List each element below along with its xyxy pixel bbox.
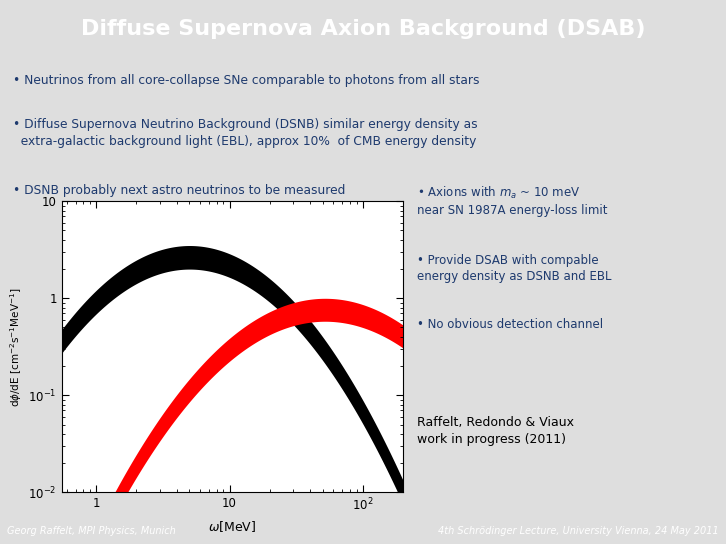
Text: • Axions with $m_a$ ~ 10 meV
near SN 1987A energy-loss limit: • Axions with $m_a$ ~ 10 meV near SN 198… — [417, 185, 608, 218]
Text: • No obvious detection channel: • No obvious detection channel — [417, 318, 603, 331]
Text: • Provide DSAB with compable
energy density as DSNB and EBL: • Provide DSAB with compable energy dens… — [417, 254, 612, 283]
Text: Raffelt, Redondo & Viaux
work in progress (2011): Raffelt, Redondo & Viaux work in progres… — [417, 416, 574, 446]
Text: • DSNB probably next astro neutrinos to be measured: • DSNB probably next astro neutrinos to … — [13, 184, 346, 197]
X-axis label: $\omega$[MeV]: $\omega$[MeV] — [208, 520, 256, 534]
Text: Georg Raffelt, MPI Physics, Munich: Georg Raffelt, MPI Physics, Munich — [7, 526, 176, 536]
Text: 4th Schrödinger Lecture, University Vienna, 24 May 2011: 4th Schrödinger Lecture, University Vien… — [438, 526, 719, 536]
Text: • Diffuse Supernova Neutrino Background (DSNB) similar energy density as
  extra: • Diffuse Supernova Neutrino Background … — [13, 118, 478, 147]
Text: • Neutrinos from all core-collapse SNe comparable to photons from all stars: • Neutrinos from all core-collapse SNe c… — [13, 75, 480, 88]
Text: Diffuse Supernova Axion Background (DSAB): Diffuse Supernova Axion Background (DSAB… — [81, 18, 645, 39]
Y-axis label: d$\phi$/dE [cm$^{-2}$s$^{-1}$MeV$^{-1}$]: d$\phi$/dE [cm$^{-2}$s$^{-1}$MeV$^{-1}$] — [9, 287, 24, 406]
